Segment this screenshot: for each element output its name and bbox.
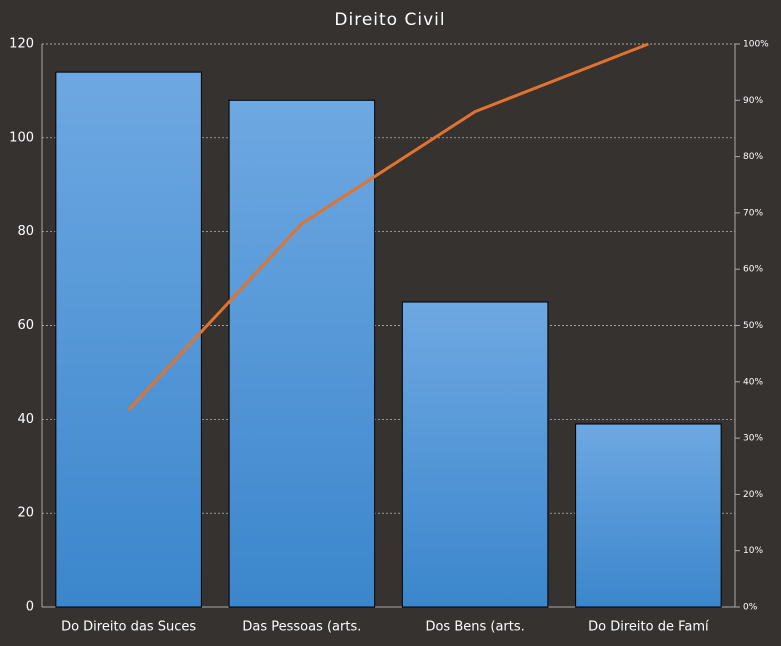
y2-tick-label: 30%: [743, 434, 763, 444]
y2-tick-label: 60%: [743, 265, 763, 275]
y-tick-label: 80: [17, 224, 34, 239]
bar: [575, 423, 722, 608]
x-tick-label: Do Direito de Famí: [588, 620, 709, 635]
y-tick-label: 0: [26, 600, 34, 615]
y-tick-label: 120: [9, 37, 34, 52]
chart-title: Direito Civil: [334, 10, 445, 30]
y2-tick-label: 40%: [743, 377, 763, 387]
y-tick-label: 60: [17, 318, 34, 333]
y-tick-label: 20: [17, 506, 34, 521]
y-tick-label: 40: [17, 412, 34, 427]
y2-tick-label: 20%: [743, 490, 763, 500]
bar: [401, 301, 549, 608]
y-tick-label: 100: [9, 130, 34, 145]
x-tick-label: Dos Bens (arts.: [425, 620, 524, 635]
y2-tick-label: 10%: [743, 546, 763, 556]
y2-tick-label: 80%: [743, 152, 763, 162]
y2-tick-label: 100%: [743, 40, 769, 50]
x-tick-label: Das Pessoas (arts.: [242, 620, 361, 635]
bar: [55, 71, 202, 608]
y2-tick-label: 0%: [743, 603, 758, 613]
bar: [228, 99, 376, 608]
y2-tick-label: 90%: [743, 96, 763, 106]
y2-tick-label: 70%: [743, 208, 763, 218]
cumulative-line: [127, 42, 649, 411]
x-tick-label: Do Direito das Suces: [61, 620, 196, 635]
y2-tick-label: 50%: [743, 321, 763, 331]
